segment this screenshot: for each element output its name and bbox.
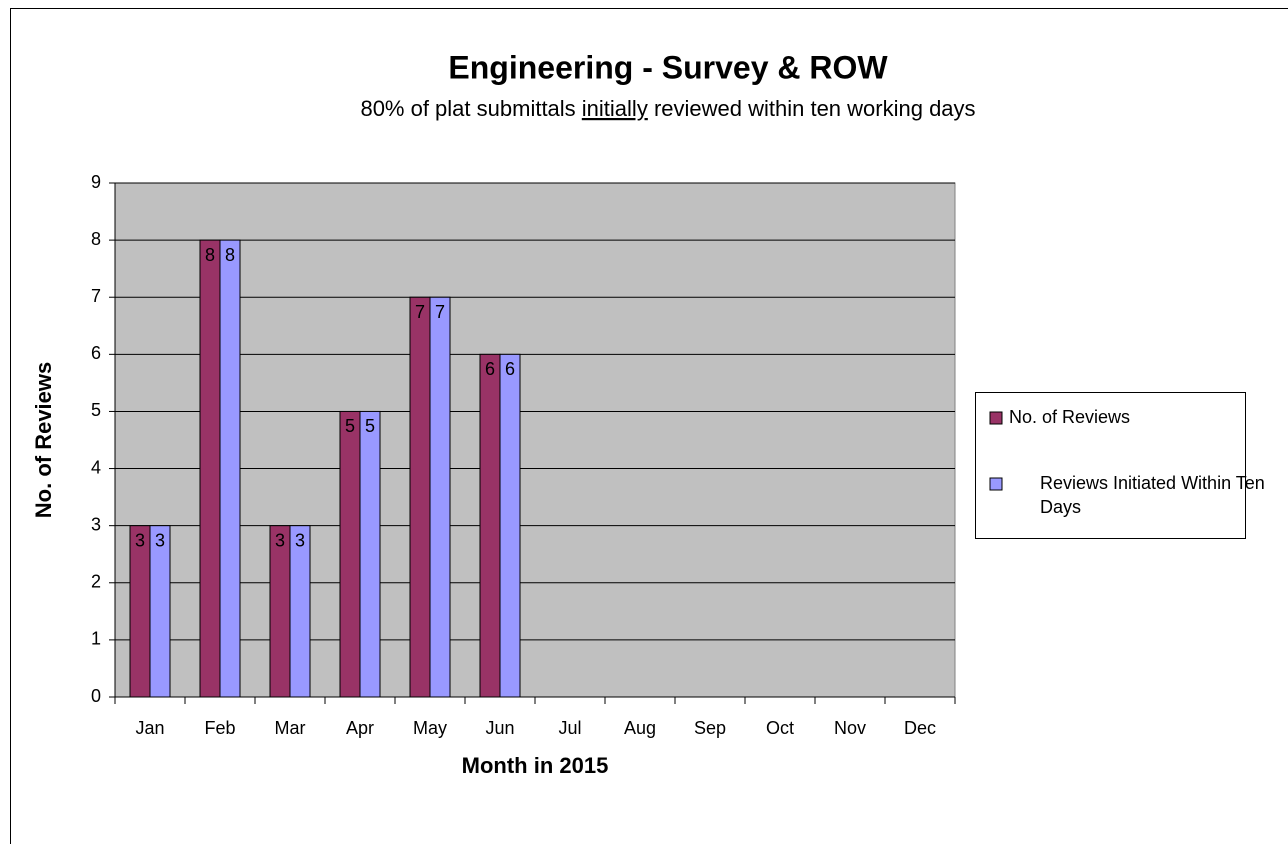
bar bbox=[339, 410, 361, 698]
chart-subtitle: 80% of plat submittals initially reviewe… bbox=[360, 96, 975, 121]
plot-area bbox=[114, 182, 956, 698]
data-label: 7 bbox=[435, 302, 445, 322]
bar bbox=[429, 296, 451, 698]
bar bbox=[149, 525, 171, 698]
y-tick-label: 8 bbox=[91, 229, 101, 249]
y-tick-label: 6 bbox=[91, 343, 101, 363]
legend-swatch bbox=[989, 411, 1003, 425]
x-tick-label: Oct bbox=[766, 718, 794, 738]
x-tick-label: Aug bbox=[624, 718, 656, 738]
bar bbox=[129, 525, 151, 698]
data-label: 8 bbox=[205, 245, 215, 265]
y-tick-label: 2 bbox=[91, 572, 101, 592]
y-tick-label: 0 bbox=[91, 686, 101, 706]
x-tick-label: Nov bbox=[834, 718, 866, 738]
subtitle-part: 80% of plat submittals bbox=[360, 96, 581, 121]
x-tick-label: Apr bbox=[346, 718, 374, 738]
chart-title: Engineering - Survey & ROW bbox=[448, 49, 888, 85]
legend-swatch bbox=[989, 477, 1003, 491]
data-label: 3 bbox=[135, 530, 145, 550]
legend-label: No. of Reviews bbox=[1009, 407, 1130, 427]
data-label: 8 bbox=[225, 245, 235, 265]
data-label: 5 bbox=[345, 416, 355, 436]
x-axis-label: Month in 2015 bbox=[462, 753, 609, 778]
subtitle-part: reviewed within ten working days bbox=[648, 96, 976, 121]
y-tick-label: 5 bbox=[91, 400, 101, 420]
bar bbox=[199, 239, 221, 698]
legend-label: Reviews Initiated Within Ten Days bbox=[1040, 473, 1265, 517]
y-tick-label: 4 bbox=[91, 457, 101, 477]
x-tick-label: Feb bbox=[204, 718, 235, 738]
x-tick-label: Jun bbox=[485, 718, 514, 738]
data-label: 3 bbox=[155, 530, 165, 550]
y-axis-label: No. of Reviews bbox=[31, 362, 56, 518]
x-tick-label: Jan bbox=[135, 718, 164, 738]
data-label: 3 bbox=[295, 530, 305, 550]
y-tick-label: 1 bbox=[91, 629, 101, 649]
bar bbox=[479, 353, 501, 698]
data-label: 6 bbox=[485, 359, 495, 379]
data-label: 5 bbox=[365, 416, 375, 436]
y-tick-label: 3 bbox=[91, 514, 101, 534]
legend-label-line: Reviews Initiated Within Ten bbox=[1040, 473, 1265, 493]
x-tick-label: Jul bbox=[558, 718, 581, 738]
legend-label-line: Days bbox=[1040, 497, 1081, 517]
legend-box bbox=[975, 392, 1246, 539]
y-tick-label: 9 bbox=[91, 172, 101, 192]
data-label: 3 bbox=[275, 530, 285, 550]
bar bbox=[289, 525, 311, 698]
x-tick-label: May bbox=[413, 718, 447, 738]
subtitle-part: initially bbox=[582, 96, 648, 121]
bar bbox=[269, 525, 291, 698]
bar bbox=[219, 239, 241, 698]
bar bbox=[359, 410, 381, 698]
x-tick-label: Mar bbox=[275, 718, 306, 738]
data-label: 7 bbox=[415, 302, 425, 322]
data-label: 6 bbox=[505, 359, 515, 379]
y-tick-label: 7 bbox=[91, 286, 101, 306]
x-tick-label: Dec bbox=[904, 718, 936, 738]
x-tick-label: Sep bbox=[694, 718, 726, 738]
bar bbox=[409, 296, 431, 698]
bar bbox=[499, 353, 521, 698]
